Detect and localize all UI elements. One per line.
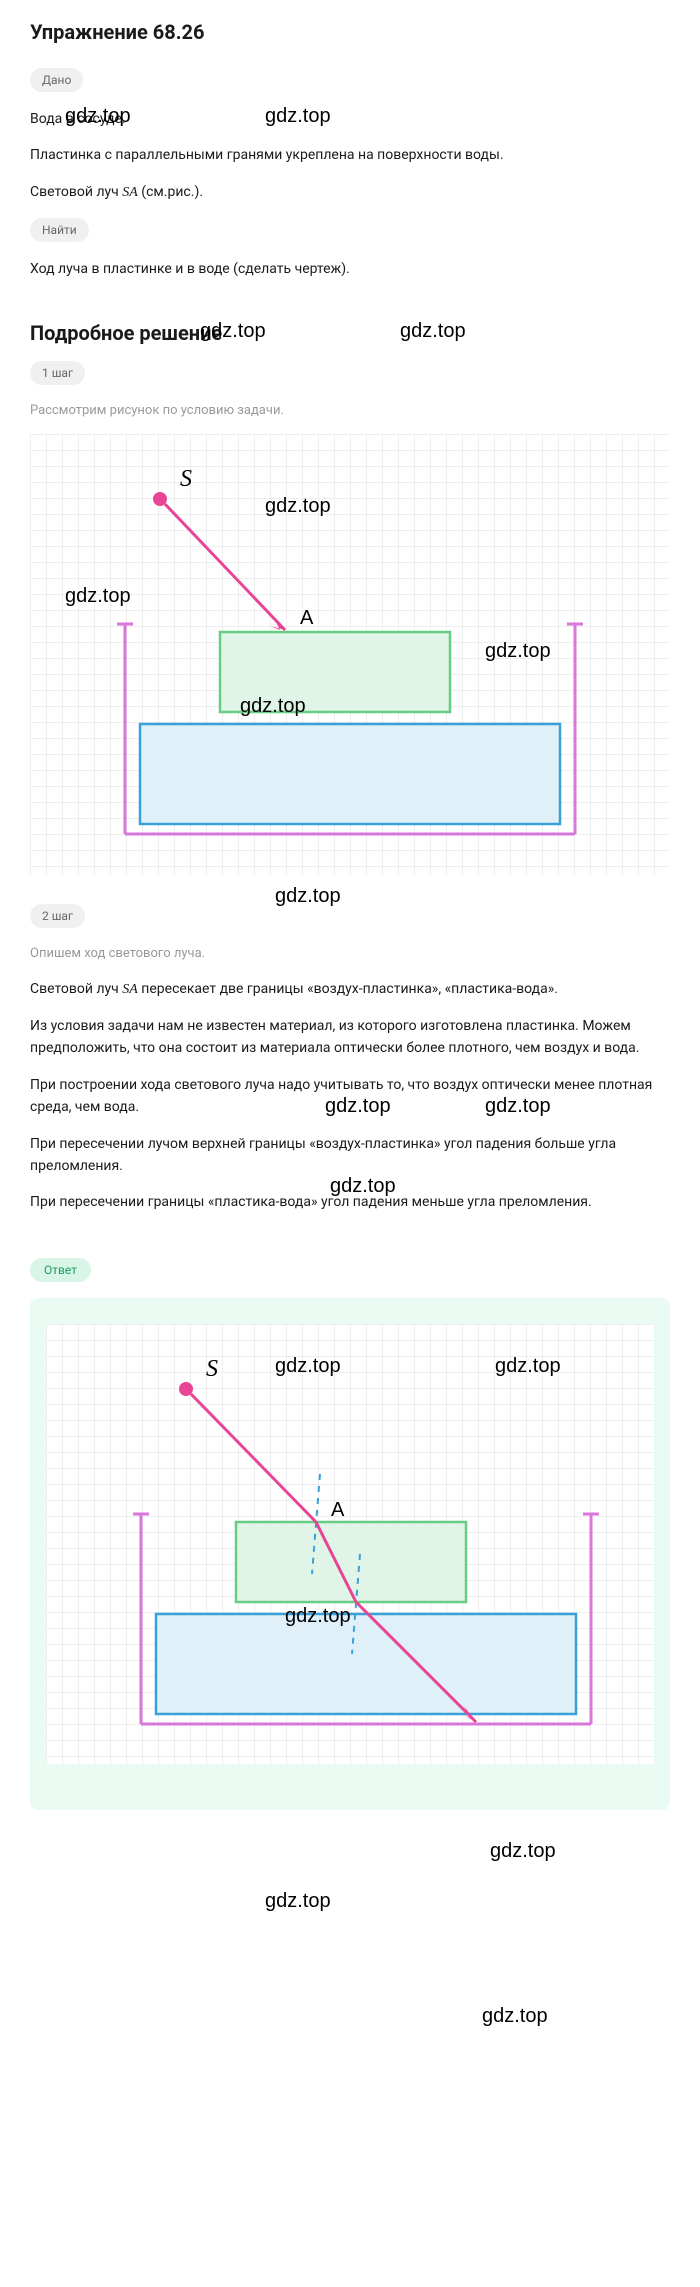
step2-p5: При пересечении границы «пластика-вода» … — [30, 1191, 670, 1213]
diagram-1: SA — [30, 434, 670, 874]
svg-text:S: S — [206, 1356, 218, 1382]
given-p3-var: SA — [122, 185, 138, 200]
diagram-2-svg: SA — [46, 1324, 654, 1764]
step2-badge: 2 шаг — [30, 904, 85, 928]
given-p3-suffix: (см.рис.). — [138, 184, 203, 200]
find-p1: Ход луча в пластинке и в воде (сделать ч… — [30, 258, 670, 280]
given-p1: Вода в сосуде. — [30, 108, 670, 130]
given-p3: Световой луч SA (см.рис.). — [30, 181, 670, 204]
answer-badge: Ответ — [30, 1258, 91, 1282]
svg-text:A: A — [331, 1499, 345, 1521]
find-badge: Найти — [30, 218, 89, 242]
step2-p3: При построении хода светового луча надо … — [30, 1074, 670, 1119]
step2-p1-suffix: пересекает две границы «воздух-пластинка… — [138, 981, 558, 997]
step2-p1-var: SA — [122, 982, 138, 997]
svg-text:A: A — [300, 607, 314, 629]
step2-p2: Из условия задачи нам не известен матери… — [30, 1015, 670, 1060]
step2-p4: При пересечении лучом верхней границы «в… — [30, 1133, 670, 1178]
step1-desc: Рассмотрим рисунок по условию задачи. — [30, 401, 670, 421]
given-p3-prefix: Световой луч — [30, 184, 122, 200]
given-p2: Пластинка с параллельными гранями укрепл… — [30, 144, 670, 166]
given-badge: Дано — [30, 68, 83, 92]
step2-p1: Световой луч SA пересекает две границы «… — [30, 978, 670, 1001]
solution-title: Подробное решение — [30, 321, 670, 345]
answer-block: SA — [30, 1298, 670, 1810]
diagram-2: SA — [46, 1324, 654, 1764]
svg-text:S: S — [180, 466, 192, 492]
step1-badge: 1 шаг — [30, 361, 85, 385]
diagram-1-svg: SA — [30, 434, 670, 874]
step2-desc: Опишем ход светового луча. — [30, 944, 670, 964]
step2-p1-prefix: Световой луч — [30, 981, 122, 997]
exercise-title: Упражнение 68.26 — [30, 20, 670, 44]
